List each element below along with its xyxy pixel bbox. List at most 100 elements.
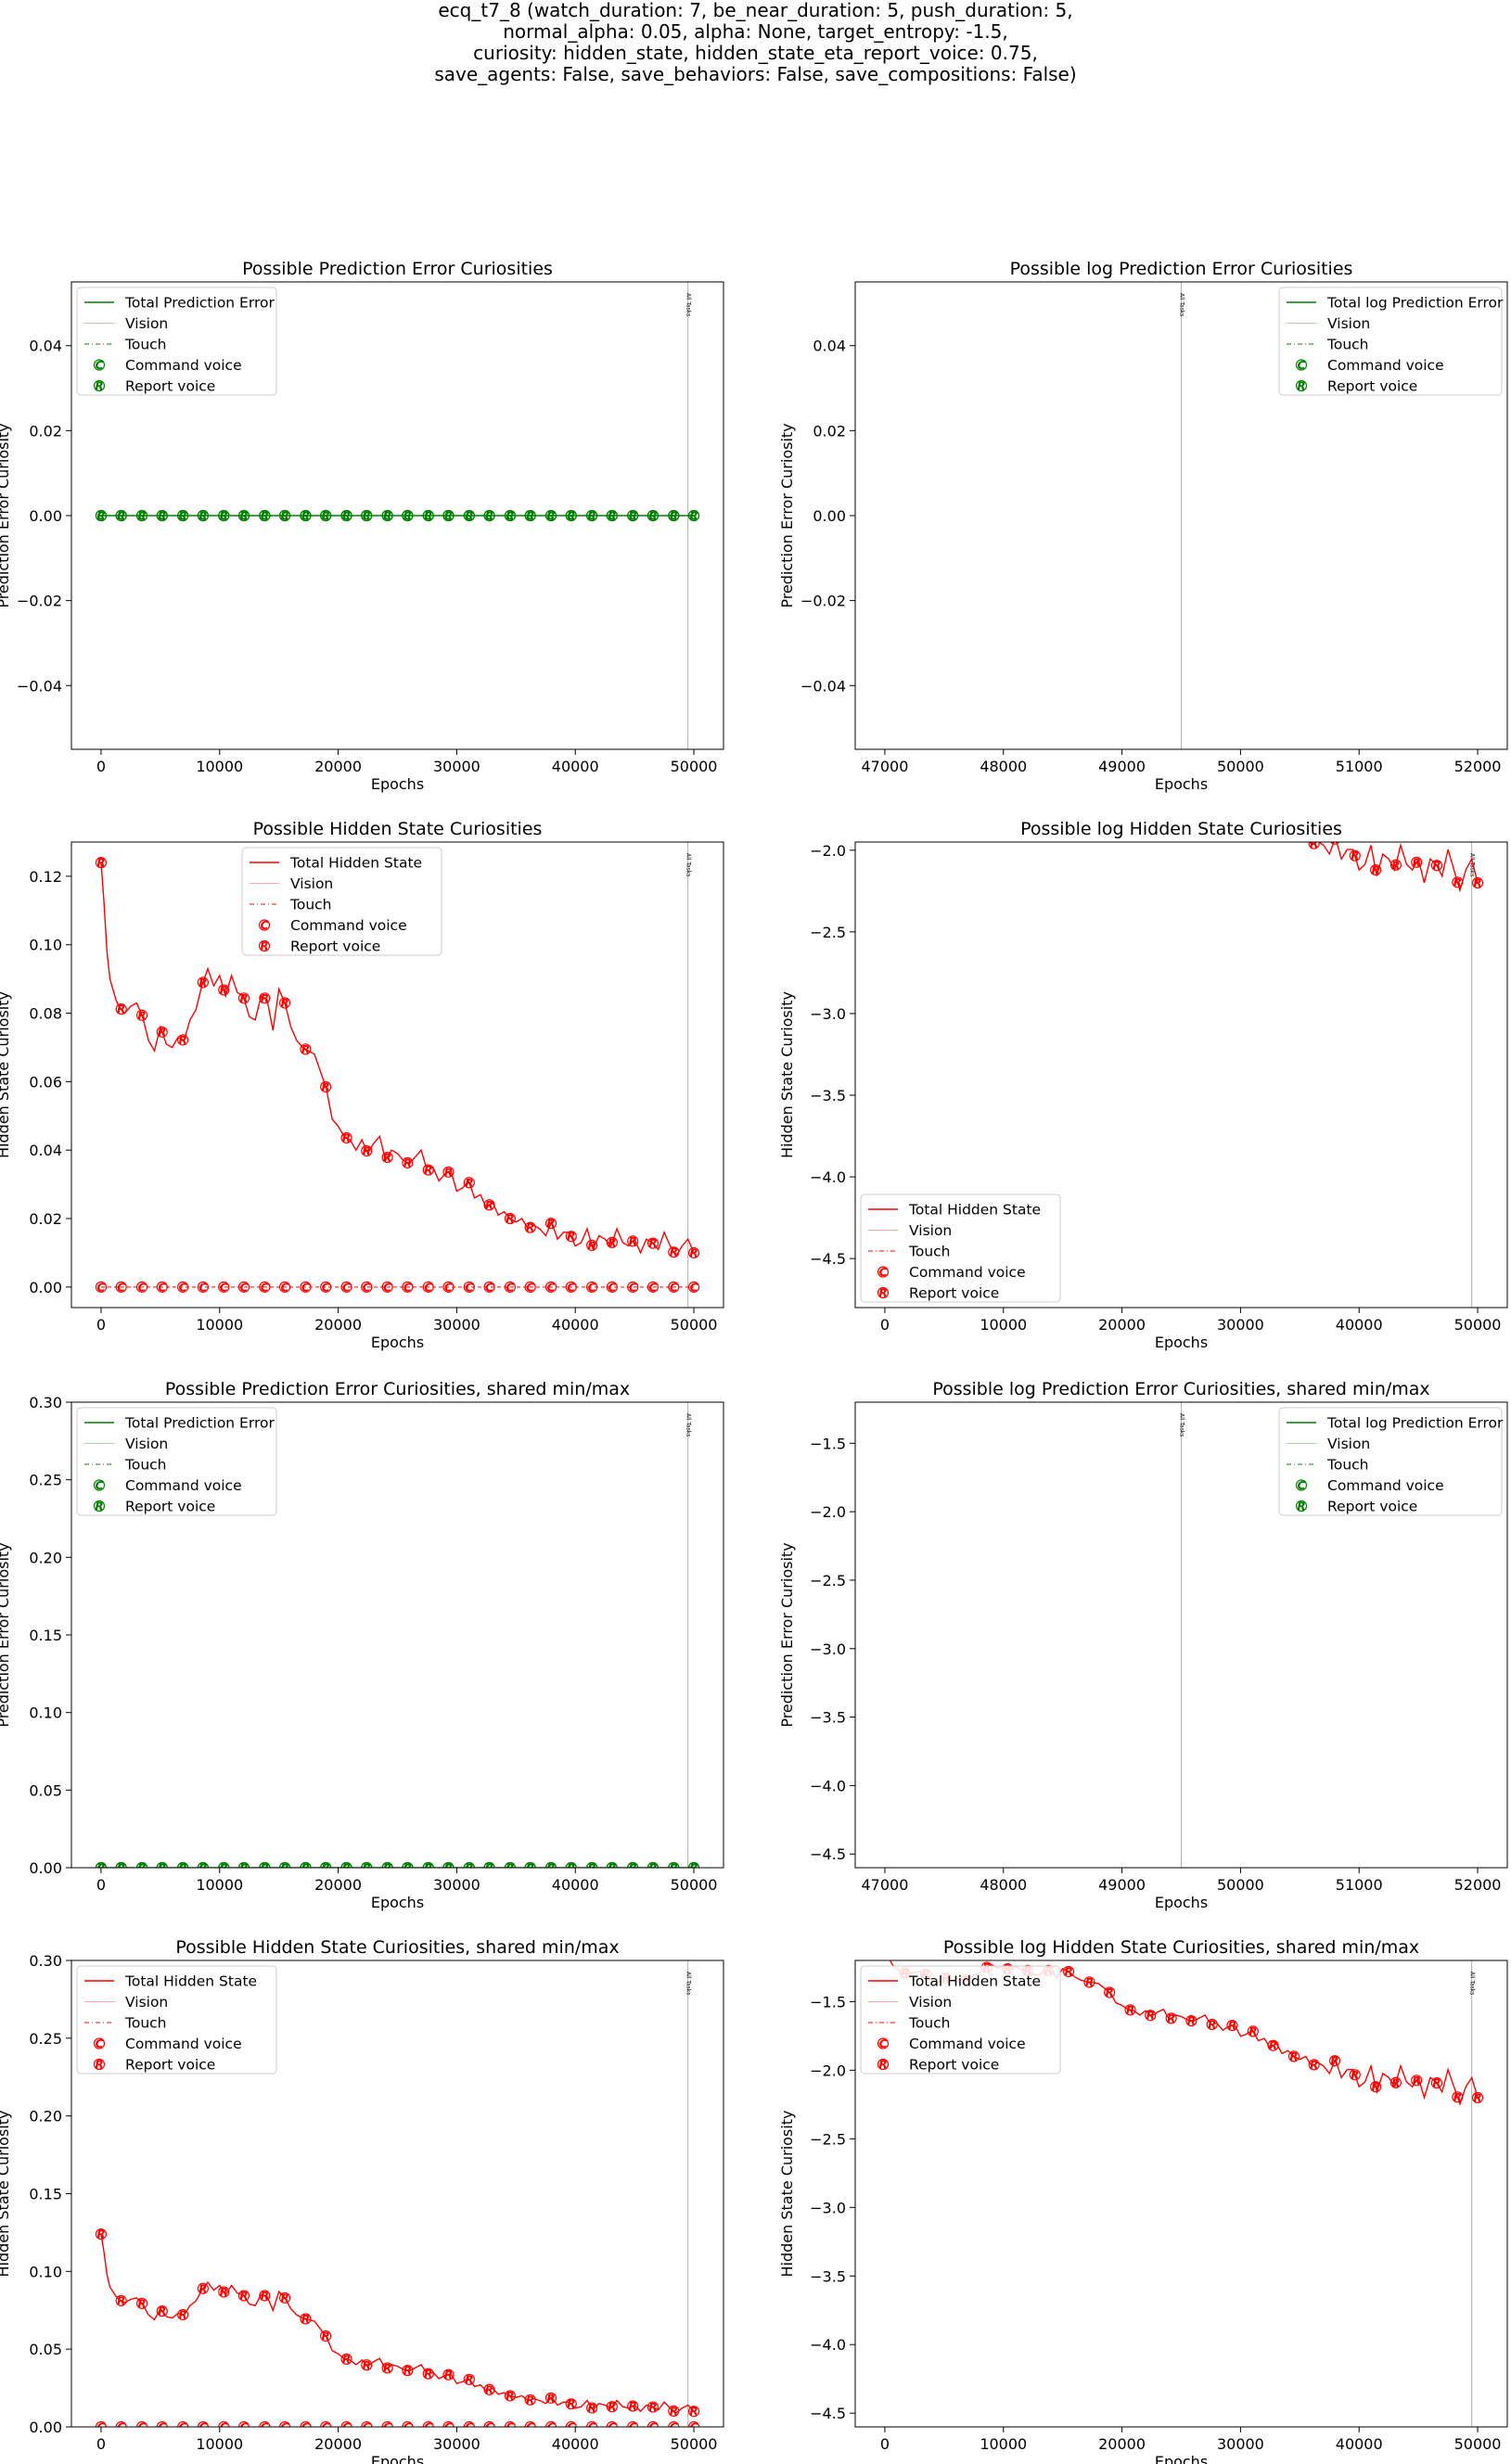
report-voice-marker: R (1106, 1986, 1114, 1999)
x-tick-label: 0 (96, 2435, 106, 2453)
legend-label: Report voice (909, 1285, 999, 1302)
y-tick-label: 0.00 (29, 1859, 62, 1877)
x-axis-label: Epochs (371, 1334, 424, 1351)
report-voice-marker: R (239, 510, 248, 523)
legend-label: Vision (125, 1436, 168, 1452)
command-voice-marker: C (117, 2421, 125, 2434)
report-voice-marker-ring (687, 1246, 700, 1259)
legend: Total log Prediction Error Vision Touch C Co… (1278, 1407, 1504, 1516)
report-voice-marker: R (921, 730, 929, 743)
report-voice-marker-ring (606, 2401, 618, 2413)
figure-title-line: normal_alpha: 0.05, alpha: None, target_… (503, 20, 1008, 43)
command-voice-marker-ring (156, 2420, 168, 2427)
report-voice-marker: R (567, 1862, 575, 1875)
report-voice-marker: R (1269, 2039, 1277, 2052)
report-voice-marker-ring (627, 1235, 639, 1247)
subplot-title: Possible log Prediction Error Curiositie… (932, 1379, 1429, 1399)
command-voice-marker-ring (463, 2420, 475, 2427)
report-voice-marker-ring (1227, 792, 1237, 802)
report-voice-marker-ring (524, 2394, 536, 2406)
y-tick-label: 0.06 (29, 1073, 62, 1091)
command-voice-marker: C (670, 1862, 678, 1875)
report-voice-marker-ring (237, 509, 250, 522)
report-voice-marker: R (689, 2406, 698, 2419)
x-tick-label: 30000 (1217, 2435, 1264, 2453)
x-tick-label: 49000 (1098, 758, 1146, 775)
x-tick-label: 10000 (196, 1876, 243, 1894)
x-axis-label: Epochs (371, 775, 424, 793)
report-voice-marker: R (342, 1862, 351, 1875)
command-voice-marker: C (198, 1281, 207, 1294)
report-voice-marker-ring (565, 1861, 577, 1868)
x-tick-label: 0 (96, 1316, 106, 1334)
report-voice-marker-ring (524, 1861, 536, 1868)
report-voice-marker-ring (340, 2353, 352, 2365)
data-layer: All Tasks (1179, 282, 1185, 749)
x-tick-label: 52000 (1454, 1876, 1502, 1894)
command-voice-marker: C (261, 1281, 269, 1294)
report-voice-marker: R (567, 2398, 575, 2411)
report-voice-marker-ring (95, 857, 108, 869)
command-voice-marker: C (670, 1281, 678, 1294)
report-voice-marker: R (1146, 779, 1155, 792)
command-voice-marker: C (342, 1281, 351, 1294)
y-axis-label: Hidden State Curiosity (0, 2111, 12, 2278)
command-voice-marker-ring (156, 1281, 168, 1293)
y-tick-label: −2.0 (810, 2062, 846, 2079)
x-tick-label: 48000 (980, 1876, 1027, 1894)
y-axis-label: Hidden State Curiosity (778, 2111, 796, 2278)
subplot-8: All TasksRRRRRRRRRRRRRRRRRRRRRRRRRRRRRRP… (778, 1937, 1508, 2464)
report-voice-marker: R (546, 1862, 555, 1875)
report-voice-marker: R (179, 2308, 187, 2321)
command-voice-marker: C (424, 510, 432, 523)
report-voice-marker-ring (278, 2292, 291, 2304)
command-voice-marker: C (690, 2421, 698, 2434)
report-voice-marker-ring (1022, 726, 1032, 736)
command-voice-marker: C (465, 1862, 473, 1875)
command-voice-marker-ring (442, 2420, 455, 2427)
command-voice-marker-ring (442, 1281, 455, 1293)
report-voice-marker-ring (197, 2282, 209, 2294)
report-voice-marker: R (403, 1862, 412, 1875)
command-voice-marker: C (465, 510, 473, 523)
report-voice-marker-ring (259, 1861, 271, 1868)
report-voice-marker-ring (504, 2390, 517, 2402)
command-voice-marker: C (485, 1862, 493, 1875)
report-voice-marker: R (1413, 856, 1421, 869)
report-voice-marker: R (1473, 877, 1481, 890)
subplot-title: Possible log Prediction Error Curiositie… (1010, 259, 1353, 279)
report-voice-marker-ring (218, 984, 230, 996)
x-tick-label: 30000 (433, 1316, 480, 1334)
report-voice-marker-ring (879, 699, 890, 709)
x-tick-label: 0 (880, 1316, 890, 1334)
legend-label: Touch (908, 1244, 951, 1260)
legend-label: Total log Prediction Error (1326, 1415, 1504, 1432)
command-voice-marker-ring (402, 2420, 414, 2427)
report-voice-marker-ring (463, 2373, 475, 2385)
command-voice-marker-ring (361, 1281, 373, 1293)
report-voice-marker-ring (1389, 2076, 1402, 2088)
command-voice-marker: C (198, 1862, 207, 1875)
report-voice-marker-ring (647, 2401, 659, 2413)
report-voice-marker-ring (1145, 2010, 1157, 2022)
y-tick-label: −4.5 (810, 1845, 846, 1863)
report-voice-marker-ring (1471, 2091, 1484, 2104)
report-voice-marker: R (96, 857, 105, 870)
plot-frame (854, 1401, 1508, 1869)
legend-report-voice-marker-ring (877, 2058, 890, 2071)
command-voice-marker-ring (647, 2420, 659, 2427)
report-voice-marker-ring (361, 509, 373, 522)
x-tick-label: 51000 (1336, 1876, 1383, 1894)
report-voice-marker: R (1371, 864, 1379, 877)
legend-label: Touch (289, 897, 332, 913)
legend-report-voice-marker: R (878, 1287, 887, 1300)
command-voice-marker-ring (259, 2420, 271, 2427)
report-voice-marker-ring (1207, 790, 1217, 800)
report-voice-marker-ring (1248, 798, 1258, 809)
report-voice-marker-ring (259, 509, 271, 522)
report-voice-marker: R (1064, 727, 1072, 740)
command-voice-marker: C (403, 510, 412, 523)
report-voice-marker: R (220, 2286, 228, 2299)
